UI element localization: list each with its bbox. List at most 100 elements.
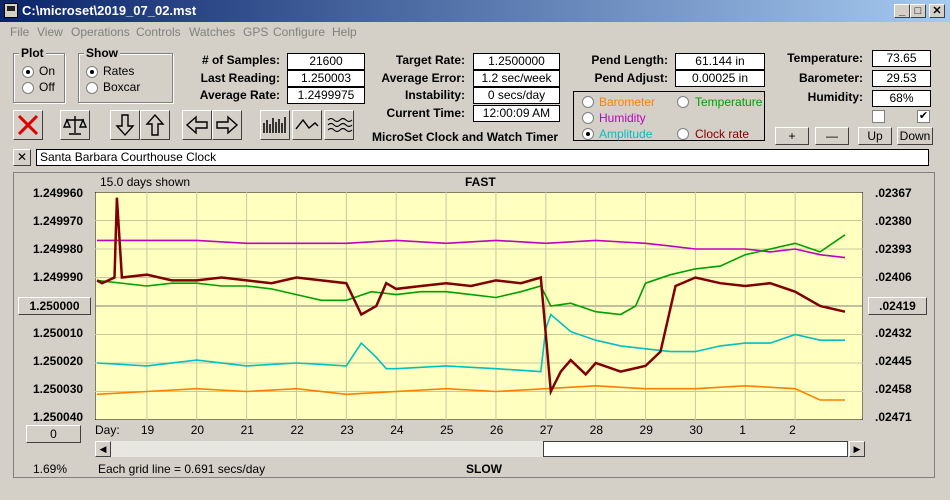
zero-button[interactable]: 0 xyxy=(26,425,81,443)
close-button[interactable]: ✕ xyxy=(929,4,945,18)
move-left-button[interactable] xyxy=(182,110,212,140)
move-down-button[interactable] xyxy=(110,110,140,140)
grid-lines xyxy=(95,192,863,420)
show-rates-radio[interactable] xyxy=(86,66,98,78)
show-boxcar-radio[interactable] xyxy=(86,82,98,94)
line-view-button[interactable] xyxy=(292,110,322,140)
y-right-tick: .02432 xyxy=(875,326,912,340)
humidity-radio[interactable] xyxy=(582,112,594,124)
menu-view[interactable]: View xyxy=(37,25,63,39)
move-right-button[interactable] xyxy=(212,110,242,140)
average-error-label: Average Error: xyxy=(381,71,465,85)
series-line-temperature xyxy=(96,234,846,316)
last-reading-field[interactable]: 1.250003 xyxy=(287,70,365,87)
plus-button[interactable]: + xyxy=(775,127,809,145)
down-button[interactable]: Down xyxy=(897,127,933,145)
menu-gps[interactable]: GPS xyxy=(243,25,269,39)
humidity-option-label: Humidity xyxy=(599,111,646,125)
plot-off-radio[interactable] xyxy=(22,82,34,94)
y-center-button[interactable]: 1.250000 xyxy=(18,297,91,315)
y-right-center-button[interactable]: .02419 xyxy=(868,297,927,315)
y-right-tick: .02471 xyxy=(875,410,912,424)
plot-on-label: On xyxy=(39,64,56,78)
average-error-field[interactable]: 1.2 sec/week xyxy=(473,70,560,87)
bar-view-button[interactable] xyxy=(260,110,290,140)
target-rate-label: Target Rate: xyxy=(395,53,465,67)
barometer-field[interactable]: 29.53 xyxy=(872,70,931,87)
y-right-tick: .02406 xyxy=(875,270,912,284)
show-group-title: Show xyxy=(84,46,120,60)
series-line-humidity xyxy=(97,239,846,259)
maximize-button[interactable]: □ xyxy=(910,4,926,18)
clock-name-field[interactable]: Santa Barbara Courthouse Clock xyxy=(36,149,929,166)
chart-frame xyxy=(13,172,935,478)
pend-adjust-field[interactable]: 0.00025 in xyxy=(675,70,765,87)
checkbox-2[interactable]: ✔ xyxy=(917,110,930,123)
checkbox-1[interactable] xyxy=(872,110,885,123)
current-time-field[interactable]: 12:00:09 AM xyxy=(473,105,560,122)
plot-group-title: Plot xyxy=(19,46,46,60)
y-left-tick: 1.249990 xyxy=(33,270,84,284)
minimize-button[interactable]: _ xyxy=(894,4,910,18)
y-left-tick: 1.249980 xyxy=(33,242,84,256)
arrow-down-icon xyxy=(115,114,135,137)
slow-label: SLOW xyxy=(466,462,502,476)
day-tick-label: 24 xyxy=(390,423,404,437)
temperature-field[interactable]: 73.65 xyxy=(872,50,931,67)
day-tick-label: 25 xyxy=(440,423,454,437)
amplitude-radio[interactable] xyxy=(582,128,594,140)
average-rate-label: Average Rate: xyxy=(199,88,280,102)
scroll-left-button[interactable]: ◀ xyxy=(95,441,111,457)
day-tick-label: 2 xyxy=(789,423,796,437)
day-tick-label: 19 xyxy=(140,423,155,437)
barometer-radio[interactable] xyxy=(582,96,594,108)
menu-watches[interactable]: Watches xyxy=(189,25,236,39)
line-graph-icon xyxy=(295,118,319,130)
show-group xyxy=(78,53,173,103)
instability-label: Instability: xyxy=(404,88,465,102)
plot-off-label: Off xyxy=(39,80,55,94)
samples-field[interactable]: 21600 xyxy=(287,53,365,70)
plot-group xyxy=(13,53,65,103)
y-right-tick: .02380 xyxy=(875,214,912,228)
scroll-thumb[interactable] xyxy=(543,441,848,457)
minus-button[interactable]: — xyxy=(815,127,849,145)
menu-help[interactable]: Help xyxy=(332,25,357,39)
calibrate-button[interactable] xyxy=(60,110,90,140)
temperature-radio[interactable] xyxy=(677,96,689,108)
y-right-tick: .02458 xyxy=(875,382,912,396)
target-rate-field[interactable]: 1.2500000 xyxy=(473,53,560,70)
plot-area[interactable] xyxy=(95,192,863,420)
pend-adjust-label: Pend Adjust: xyxy=(594,71,668,85)
plot-on-radio[interactable] xyxy=(22,66,34,78)
menu-operations[interactable]: Operations xyxy=(71,25,130,39)
barometer-label: Barometer: xyxy=(798,71,863,85)
day-tick-label: 28 xyxy=(589,423,604,437)
temperature-option-label: Temperature xyxy=(695,95,763,109)
humidity-label: Humidity: xyxy=(807,90,863,104)
horizontal-scrollbar[interactable]: ◀ ▶ xyxy=(95,441,865,457)
samples-label: # of Samples: xyxy=(201,53,280,67)
clear-name-button[interactable]: ✕ xyxy=(13,149,31,166)
average-rate-field[interactable]: 1.2499975 xyxy=(287,87,365,104)
menu-controls[interactable]: Controls xyxy=(136,25,181,39)
wave-view-button[interactable] xyxy=(324,110,354,140)
menu-file[interactable]: File xyxy=(10,25,30,39)
humidity-field[interactable]: 68% xyxy=(872,90,931,107)
clear-data-button[interactable] xyxy=(13,110,43,140)
y-left-tick: 1.249970 xyxy=(33,214,84,228)
y-right-tick: .02445 xyxy=(875,354,912,368)
day-tick-label: 21 xyxy=(240,423,254,437)
move-up-button[interactable] xyxy=(140,110,170,140)
menu-bar: File View Operations Controls Watches GP… xyxy=(0,22,950,42)
fast-label: FAST xyxy=(465,175,496,189)
scroll-right-button[interactable]: ▶ xyxy=(849,441,865,457)
instability-field[interactable]: 0 secs/day xyxy=(473,87,560,104)
clock-rate-radio[interactable] xyxy=(677,128,689,140)
pend-length-label: Pend Length: xyxy=(591,53,668,67)
up-button[interactable]: Up xyxy=(858,127,892,145)
arrow-right-icon xyxy=(216,115,239,135)
pend-length-field[interactable]: 61.144 in xyxy=(675,53,765,70)
menu-configure[interactable]: Configure xyxy=(273,25,326,39)
y-right-tick: .02393 xyxy=(875,242,912,256)
